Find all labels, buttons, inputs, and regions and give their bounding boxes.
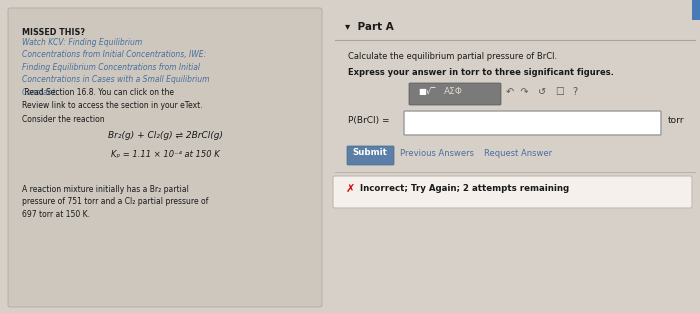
FancyBboxPatch shape — [347, 146, 394, 165]
FancyBboxPatch shape — [333, 176, 692, 208]
Text: Consider the reaction: Consider the reaction — [22, 115, 104, 124]
Text: P(BrCl) =: P(BrCl) = — [348, 116, 389, 125]
Text: Express your answer in torr to three significant figures.: Express your answer in torr to three sig… — [348, 68, 614, 77]
Bar — [692, 0, 700, 20]
Text: ↶  ↷: ↶ ↷ — [506, 87, 528, 97]
Text: Previous Answers: Previous Answers — [400, 149, 474, 158]
FancyBboxPatch shape — [404, 111, 661, 135]
Text: Kₚ = 1.11 × 10⁻⁴ at 150 K: Kₚ = 1.11 × 10⁻⁴ at 150 K — [111, 150, 219, 159]
Text: ✗: ✗ — [346, 184, 356, 194]
Text: ☐: ☐ — [555, 87, 564, 97]
Text: Calculate the equilibrium partial pressure of BrCl.: Calculate the equilibrium partial pressu… — [348, 52, 557, 61]
Text: Br₂(g) + Cl₂(g) ⇌ 2BrCl(g): Br₂(g) + Cl₂(g) ⇌ 2BrCl(g) — [108, 131, 223, 140]
Text: Incorrect; Try Again; 2 attempts remaining: Incorrect; Try Again; 2 attempts remaini… — [360, 184, 569, 193]
Text: MISSED THIS?: MISSED THIS? — [22, 28, 85, 37]
Text: Read Section 16.8. You can click on the
Review link to access the section in you: Read Section 16.8. You can click on the … — [22, 88, 202, 110]
Text: Submit: Submit — [353, 148, 387, 157]
Text: A reaction mixture initially has a Br₂ partial
pressure of 751 torr and a Cl₂ pa: A reaction mixture initially has a Br₂ p… — [22, 185, 209, 219]
Text: ↺: ↺ — [538, 87, 546, 97]
Text: AΣΦ: AΣΦ — [444, 87, 463, 96]
Text: Request Answer: Request Answer — [484, 149, 552, 158]
Text: Watch KCV: Finding Equilibrium
Concentrations from Initial Concentrations, IWE:
: Watch KCV: Finding Equilibrium Concentra… — [22, 38, 209, 97]
FancyBboxPatch shape — [8, 8, 322, 307]
FancyBboxPatch shape — [409, 83, 501, 105]
Text: ■√‾: ■√‾ — [418, 87, 435, 96]
Text: ▾  Part A: ▾ Part A — [345, 22, 393, 32]
Text: ?: ? — [572, 87, 577, 97]
Text: torr: torr — [668, 116, 685, 125]
